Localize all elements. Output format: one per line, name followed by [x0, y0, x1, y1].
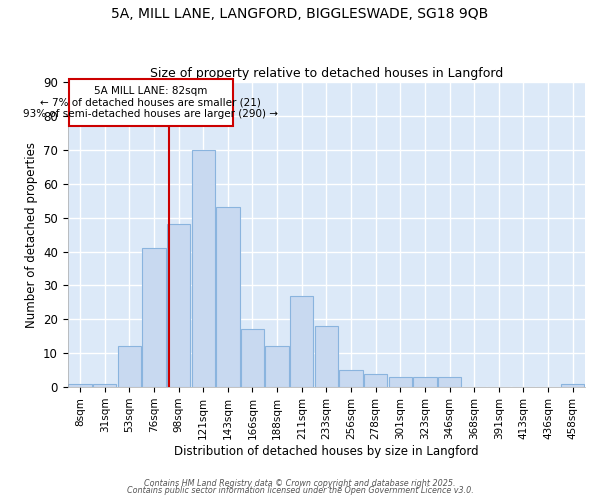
Bar — [438, 377, 461, 387]
Bar — [364, 374, 388, 387]
Bar — [68, 384, 92, 387]
Bar — [561, 384, 584, 387]
Bar — [191, 150, 215, 387]
Text: Contains HM Land Registry data © Crown copyright and database right 2025.: Contains HM Land Registry data © Crown c… — [144, 478, 456, 488]
Bar — [142, 248, 166, 387]
Bar — [241, 330, 264, 387]
Bar — [265, 346, 289, 387]
Text: Contains public sector information licensed under the Open Government Licence v3: Contains public sector information licen… — [127, 486, 473, 495]
X-axis label: Distribution of detached houses by size in Langford: Distribution of detached houses by size … — [174, 444, 479, 458]
Text: 5A, MILL LANE, LANGFORD, BIGGLESWADE, SG18 9QB: 5A, MILL LANE, LANGFORD, BIGGLESWADE, SG… — [112, 8, 488, 22]
Bar — [167, 224, 190, 387]
Bar — [314, 326, 338, 387]
Bar — [290, 296, 313, 387]
Text: 5A MILL LANE: 82sqm
← 7% of detached houses are smaller (21)
93% of semi-detache: 5A MILL LANE: 82sqm ← 7% of detached hou… — [23, 86, 278, 119]
Bar — [389, 377, 412, 387]
Bar — [118, 346, 141, 387]
Bar — [93, 384, 116, 387]
Title: Size of property relative to detached houses in Langford: Size of property relative to detached ho… — [150, 66, 503, 80]
Bar — [413, 377, 437, 387]
FancyBboxPatch shape — [69, 78, 233, 126]
Bar — [340, 370, 363, 387]
Y-axis label: Number of detached properties: Number of detached properties — [25, 142, 38, 328]
Bar — [216, 208, 239, 387]
